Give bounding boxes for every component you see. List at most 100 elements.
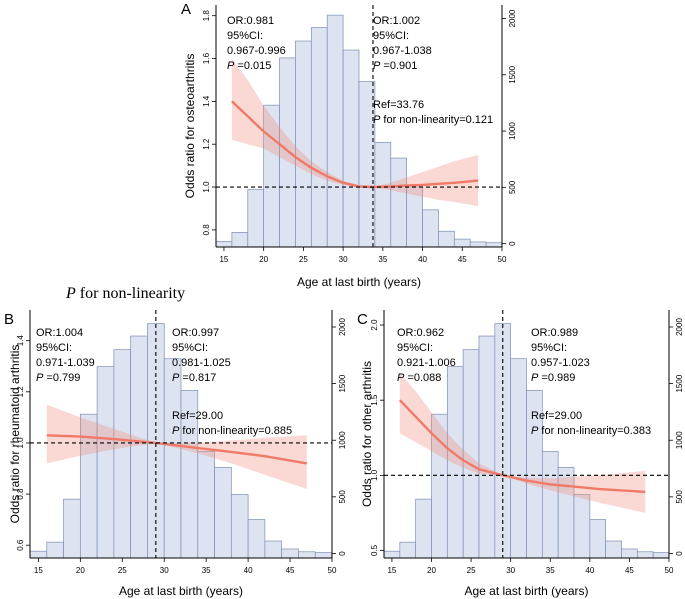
- panel-a: 15 20 25 30 35 40 45 50 0.8 1.0 1.2 1.4 1.6 1.8 0 500 10…: [181, 1, 517, 289]
- panel-b: 15 20 25 30 35 40 45 50 0.6 0.8 1.0 1.2 1.4 0 500 1000 1…: [4, 310, 347, 598]
- x-tick-label: 20: [259, 255, 268, 264]
- x-axis-title: Age at last birth (years): [464, 584, 588, 598]
- left-annotation-ci: 0.967-0.996: [227, 45, 286, 57]
- histogram-bar: [478, 335, 496, 559]
- odds-ratio-curve: [398, 399, 646, 494]
- histogram-bar: [46, 541, 64, 559]
- confidence-band: [399, 373, 646, 513]
- x-tick-label: 35: [546, 566, 555, 575]
- left-annotation-or: OR:1.004: [36, 327, 83, 339]
- x-tick-label: 35: [378, 255, 387, 264]
- left-annotation-ci-label: 95%CI:: [36, 342, 72, 354]
- x-tick-label: 15: [219, 255, 228, 264]
- histogram-bar: [230, 494, 249, 559]
- histogram-bar: [605, 540, 622, 559]
- histogram-bar: [621, 548, 638, 559]
- y2-tick-label: 1500: [675, 374, 684, 392]
- histogram-bar: [281, 548, 299, 559]
- histogram-bar: [295, 40, 312, 248]
- y-tick-label: 1.4: [16, 335, 25, 347]
- nonlinearity-p: P for non-linearity=0.121: [373, 114, 493, 126]
- right-annotation-or: OR:0.997: [172, 327, 219, 339]
- y-axis-title: Odds ratio for osteoarthritis: [183, 54, 197, 199]
- reference-label: Ref=29.00: [172, 410, 223, 422]
- histogram-bar: [589, 519, 607, 559]
- y-tick-label: 1.0: [370, 469, 379, 481]
- left-annotation-ci-label: 95%CI:: [397, 342, 433, 354]
- histogram-bar: [399, 541, 417, 559]
- histogram-bar: [453, 238, 471, 248]
- panel-label: C: [357, 311, 368, 328]
- x-tick-label: 20: [76, 566, 85, 575]
- x-tick-label: 35: [202, 566, 211, 575]
- right-annotation-p: P =0.901: [373, 60, 417, 72]
- histogram-bar: [485, 242, 503, 248]
- x-tick-label: 40: [244, 566, 253, 575]
- x-axis-title: Age at last birth (years): [119, 584, 243, 598]
- odds-ratio-curve: [231, 100, 479, 189]
- x-tick-label: 45: [625, 566, 634, 575]
- x-tick-label: 50: [665, 566, 674, 575]
- left-annotation-p: P =0.088: [397, 372, 441, 384]
- histogram-bar: [342, 49, 360, 248]
- left-annotation-ci: 0.971-1.039: [36, 357, 95, 369]
- x-tick-label: 15: [387, 566, 396, 575]
- histogram-bar: [390, 157, 408, 248]
- histogram-bar: [298, 551, 316, 559]
- left-annotation-or: OR:0.962: [397, 327, 444, 339]
- y2-tick-label: 0: [338, 551, 347, 556]
- histogram-bar: [63, 498, 81, 559]
- y2-tick-label: 1000: [675, 431, 684, 449]
- y-tick-label: 1.2: [16, 386, 25, 398]
- right-annotation-ci: 0.957-1.023: [531, 357, 590, 369]
- histogram-bar: [130, 335, 148, 559]
- histogram-bar: [231, 232, 249, 248]
- nonlinearity-p: P for non-linearity=0.383: [531, 425, 651, 437]
- y2-tick-label: 1000: [338, 431, 347, 449]
- right-annotation-or: OR:0.989: [531, 327, 578, 339]
- histogram-bar: [573, 494, 591, 559]
- histogram-bar: [636, 551, 654, 559]
- x-tick-label: 25: [299, 255, 308, 264]
- y2-tick-label: 1500: [338, 374, 347, 392]
- x-tick-label: 50: [328, 566, 337, 575]
- histogram-bar: [163, 358, 182, 559]
- y-tick-label: 0.8: [16, 488, 25, 500]
- histogram-bar: [314, 552, 333, 559]
- panel-label: B: [4, 311, 14, 328]
- y-axis-title: Odds ratio for other arthritis: [360, 361, 374, 507]
- right-annotation-p: P =0.817: [172, 372, 216, 384]
- histogram-bar: [310, 27, 328, 248]
- panel-c: 15 20 25 30 35 40 45 50 0.5 1.0 1.5 2.0 0 500 1000 1500…: [357, 310, 684, 598]
- histogram-bar: [374, 141, 392, 248]
- histogram-bar: [264, 540, 283, 559]
- y-tick-label: 1.5: [370, 394, 379, 406]
- x-tick-label: 25: [118, 566, 127, 575]
- y2-tick-label: 0: [508, 241, 517, 246]
- x-tick-label: 50: [498, 255, 507, 264]
- histogram-bar: [438, 230, 455, 248]
- y2-tick-label: 2000: [338, 318, 347, 336]
- y-tick-label: 0.6: [16, 539, 25, 551]
- y-tick-label: 1.8: [202, 10, 211, 22]
- x-axis-title: Age at last birth (years): [297, 275, 421, 289]
- x-tick-label: 45: [458, 255, 467, 264]
- floating-heading: P for non-linearity: [65, 285, 185, 302]
- x-tick-label: 45: [286, 566, 295, 575]
- nonlinearity-p: P for non-linearity=0.885: [172, 425, 292, 437]
- right-annotation-ci: 0.967-1.038: [373, 45, 432, 57]
- reference-label: Ref=33.76: [373, 99, 424, 111]
- y-tick-label: 1.4: [202, 95, 211, 107]
- x-tick-label: 30: [339, 255, 348, 264]
- left-annotation-p: P =0.799: [36, 372, 80, 384]
- histogram-bar: [510, 358, 527, 559]
- x-tick-label: 40: [585, 566, 594, 575]
- floating-heading-text: for non-linearity: [76, 285, 185, 302]
- left-annotation-p: P =0.015: [227, 60, 271, 72]
- x-tick-label: 40: [418, 255, 427, 264]
- y-tick-label: 1.6: [202, 52, 211, 64]
- right-annotation-ci-label: 95%CI:: [373, 30, 409, 42]
- y2-tick-label: 1000: [508, 122, 517, 140]
- y-tick-label: 2.0: [370, 319, 379, 331]
